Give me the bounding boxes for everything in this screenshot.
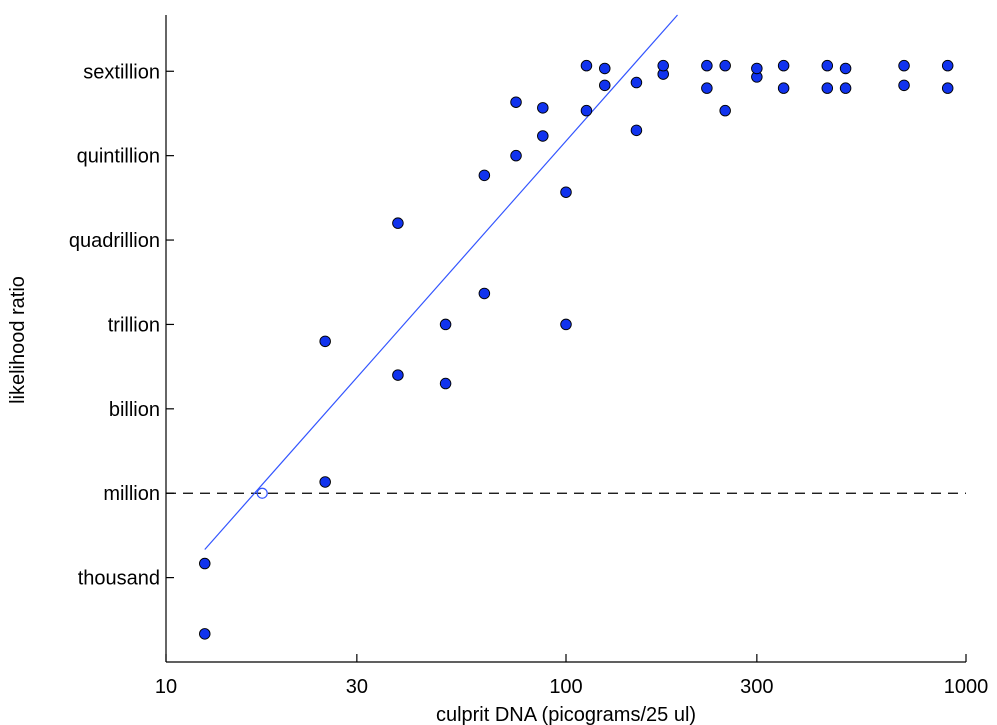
data-point	[777, 82, 790, 94]
data-point	[839, 62, 852, 75]
data-point	[599, 62, 611, 75]
data-point	[630, 124, 643, 137]
x-tick-label: 10	[155, 676, 177, 698]
x-tick-label: 300	[740, 676, 773, 698]
data-point	[560, 318, 572, 331]
y-tick-label: thousand	[78, 568, 160, 590]
data-point	[630, 76, 643, 89]
data-point	[580, 104, 593, 117]
data-point	[319, 476, 331, 488]
data-point	[701, 82, 713, 94]
y-tick-label: trillion	[108, 314, 160, 336]
data-point	[537, 130, 549, 142]
axes	[165, 15, 967, 663]
data-point	[439, 318, 452, 331]
y-tick-label: billion	[109, 399, 160, 421]
points-layer	[199, 59, 954, 640]
data-point	[199, 628, 211, 640]
labels-layer: 10 30 100 300 1000 thousand million billion tril…	[69, 61, 988, 698]
data-point	[319, 335, 331, 348]
trend-layer	[204, 14, 678, 550]
y-tick-label: sextillion	[83, 61, 160, 83]
data-point	[657, 59, 669, 72]
trend-line	[204, 14, 678, 550]
data-point	[478, 287, 491, 300]
data-point	[719, 104, 731, 117]
data-point	[580, 59, 593, 72]
data-point	[478, 169, 491, 182]
data-point	[392, 369, 404, 381]
x-tick-label: 100	[549, 676, 582, 698]
data-point	[701, 59, 713, 72]
data-point	[199, 557, 211, 570]
data-point	[560, 186, 572, 198]
data-point	[719, 59, 731, 72]
data-point	[839, 82, 852, 94]
y-tick-label: quadrillion	[69, 230, 160, 252]
intersection-marker	[256, 487, 268, 499]
y-axis-title: likelihood ratio	[7, 276, 29, 404]
data-point	[537, 102, 549, 114]
x-tick-label: 30	[346, 676, 368, 698]
y-tick-label: quintillion	[77, 146, 160, 168]
x-tick-label: 1000	[944, 676, 989, 698]
data-point	[439, 377, 452, 390]
data-point	[898, 59, 910, 72]
x-axis-title: culprit DNA (picograms/25 ul)	[436, 704, 696, 725]
data-point	[751, 62, 763, 75]
y-tick-label: million	[103, 483, 160, 505]
data-point	[510, 149, 522, 162]
data-point	[821, 59, 834, 72]
data-point	[821, 82, 834, 94]
data-point	[898, 79, 910, 92]
data-point	[941, 82, 954, 94]
data-point	[777, 59, 790, 72]
data-point	[599, 79, 611, 92]
data-point	[392, 217, 404, 229]
data-point	[510, 96, 522, 108]
data-point	[941, 59, 954, 72]
